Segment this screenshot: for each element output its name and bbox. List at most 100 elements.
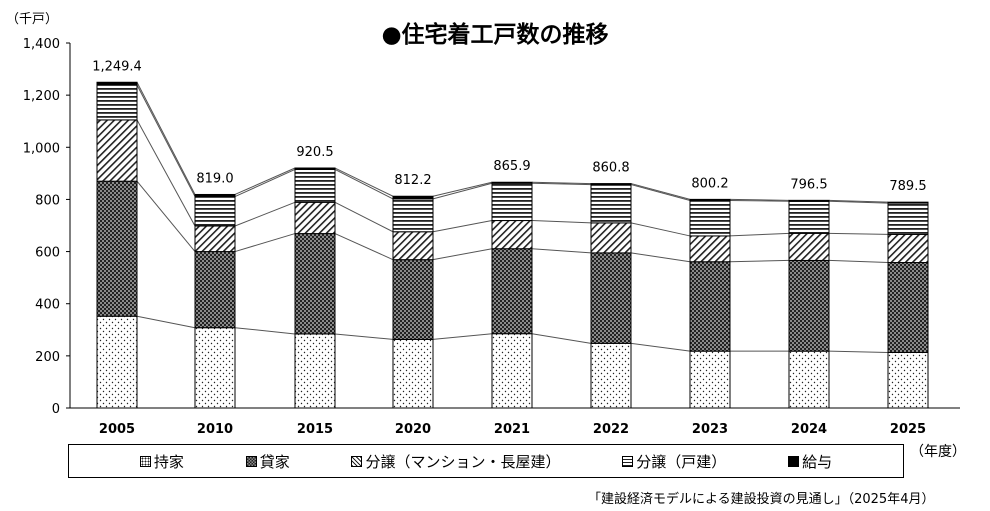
connector-line-3-1 [234, 168, 296, 198]
bar-segment-2025-3 [887, 202, 929, 235]
bar-segment-2022-1 [590, 252, 632, 344]
connector-line-1-0 [136, 180, 196, 252]
bar-segment-2021-0 [491, 333, 533, 409]
labels-group: 0 200 400 600 800 1,000 1,200 1,400 2005 1,249.4 2… [23, 37, 927, 437]
connector-line-4-7 [828, 199, 889, 203]
connector-line-4-6 [729, 198, 790, 201]
legend-item: 持家 [139, 451, 184, 472]
x-tick-label: 2015 [297, 422, 333, 437]
x-tick-label: 2022 [593, 422, 629, 437]
bar-segment-2020-0 [392, 338, 434, 409]
bar-segment-2010-3 [194, 196, 236, 227]
x-tick-label: 2025 [890, 422, 926, 437]
y-tick-label: 800 [35, 193, 60, 208]
y-axis-unit-label: （千戸） [6, 12, 59, 27]
bar-segment-2025-4 [887, 201, 929, 204]
connector-line-0-1 [234, 327, 296, 335]
connector-line-0-3 [432, 333, 493, 340]
bar-segment-2005-3 [96, 84, 138, 121]
y-tick-label: 1,400 [23, 37, 60, 52]
bar-segment-2024-1 [788, 259, 830, 352]
total-data-label: 800.2 [691, 176, 728, 191]
total-data-label: 796.5 [790, 177, 827, 192]
bar-segment-2022-2 [590, 222, 632, 254]
connector-line-2-0 [136, 119, 196, 227]
connector-line-1-5 [630, 252, 691, 263]
connector-line-4-1 [234, 167, 296, 195]
bar-segment-2023-1 [689, 261, 731, 352]
connector-line-4-5 [630, 183, 691, 200]
axes-group [66, 42, 960, 409]
legend-swatch [351, 455, 363, 467]
total-data-label: 1,249.4 [92, 59, 142, 74]
connector-line-4-3 [432, 181, 493, 197]
bar-segment-2025-2 [887, 233, 929, 264]
bar-segment-2025-0 [887, 351, 929, 409]
bar-segment-2015-1 [294, 233, 336, 335]
connector-line-4-2 [334, 167, 394, 197]
x-tick-label: 2020 [395, 422, 431, 437]
y-tick-label: 0 [52, 402, 60, 417]
legend-label: 給与 [802, 452, 833, 471]
connector-line-2-5 [630, 222, 691, 237]
total-data-label: 860.8 [592, 161, 629, 176]
x-axis-unit-label: （年度） [910, 444, 966, 460]
connector-line-3-2 [334, 169, 394, 200]
total-data-label: 789.5 [889, 179, 926, 194]
legend-label: 分譲（戸建） [636, 452, 727, 471]
bar-segment-2005-2 [96, 119, 138, 182]
connector-line-0-7 [828, 350, 889, 353]
bar-segment-2024-3 [788, 200, 830, 234]
connector-line-4-0 [136, 82, 196, 195]
bar-segment-2023-3 [689, 199, 731, 237]
bar-segment-2023-4 [689, 198, 731, 201]
legend-label: 分譲（マンション・長屋建） [365, 452, 561, 471]
bar-segment-2010-2 [194, 225, 236, 253]
total-data-label: 819.0 [196, 171, 233, 186]
connector-line-2-1 [234, 201, 296, 227]
legend-label: 貸家 [259, 452, 290, 471]
bar-segment-2024-4 [788, 199, 830, 202]
connector-line-0-4 [531, 333, 592, 344]
connector-line-3-6 [729, 199, 790, 202]
bar-segment-2010-1 [194, 251, 236, 329]
legend-swatch [139, 455, 151, 467]
x-tick-label: 2010 [197, 422, 233, 437]
connector-line-2-3 [432, 220, 493, 233]
bar-segment-2015-4 [294, 167, 336, 170]
connector-line-1-2 [334, 233, 394, 261]
bar-segment-2021-3 [491, 182, 533, 222]
total-data-label: 812.2 [394, 173, 431, 188]
bar-segment-2021-4 [491, 181, 533, 184]
connector-line-4-4 [531, 181, 592, 185]
connector-line-2-4 [531, 220, 592, 224]
bar-segment-2020-4 [392, 195, 434, 200]
legend: 持家 貸家 分譲（マンション・長屋建） 分譲（戸建） 給与 [68, 444, 904, 478]
bars-group [96, 81, 929, 409]
total-data-label: 920.5 [296, 145, 333, 160]
connector-line-1-6 [729, 259, 790, 263]
bar-segment-2021-1 [491, 248, 533, 335]
series-connector-lines [136, 82, 889, 353]
bar-segment-2025-1 [887, 262, 929, 353]
legend-item: 給与 [788, 451, 832, 472]
connector-line-1-4 [531, 248, 592, 254]
bar-segment-2010-4 [194, 193, 236, 198]
connector-line-2-7 [828, 232, 889, 235]
connector-line-0-2 [334, 333, 394, 340]
bar-segment-2023-0 [689, 350, 731, 409]
connector-line-0-5 [630, 342, 691, 352]
bar-segment-2005-1 [96, 180, 138, 317]
x-tick-label: 2023 [692, 422, 728, 437]
legend-swatch [622, 455, 634, 467]
y-tick-label: 600 [35, 246, 60, 261]
legend-label: 持家 [153, 452, 184, 471]
bar-segment-2022-3 [590, 184, 632, 224]
connector-line-2-2 [334, 201, 394, 233]
connector-line-3-7 [828, 200, 889, 204]
bar-segment-2022-0 [590, 342, 632, 409]
bar-segment-2023-2 [689, 235, 731, 263]
legend-item: 貸家 [245, 451, 290, 472]
y-tick-label: 1,000 [23, 141, 60, 156]
